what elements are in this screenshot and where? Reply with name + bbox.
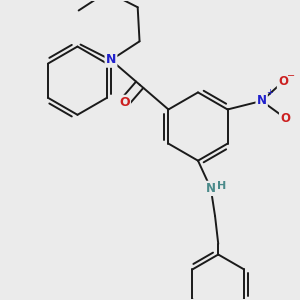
Text: N: N — [257, 94, 267, 107]
Text: O: O — [280, 112, 290, 124]
Text: −: − — [287, 71, 296, 81]
Text: N: N — [106, 53, 116, 67]
Text: O: O — [278, 75, 288, 88]
Text: +: + — [266, 88, 273, 97]
Text: H: H — [217, 181, 226, 191]
Text: O: O — [119, 96, 130, 109]
Text: N: N — [206, 182, 216, 195]
